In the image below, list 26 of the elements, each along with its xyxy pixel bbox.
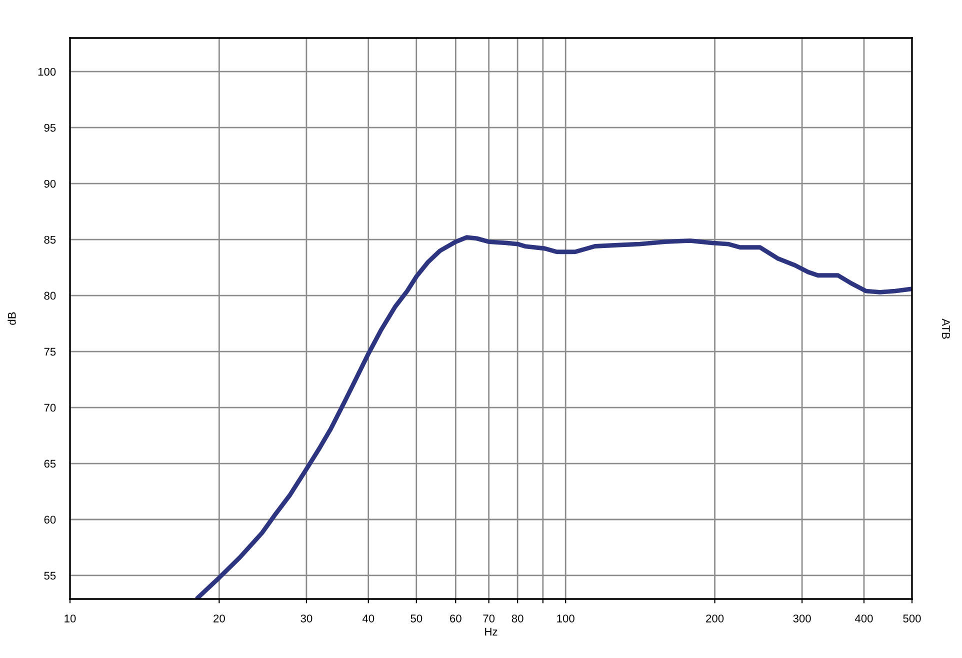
x-tick-label: 500 xyxy=(903,614,921,622)
x-tick-label: 60 xyxy=(450,614,462,622)
x-tick-label: 20 xyxy=(214,614,225,622)
y-tick-label: 85 xyxy=(44,236,56,244)
y-tick-label: 90 xyxy=(44,180,56,188)
x-tick-label: 200 xyxy=(706,614,724,622)
x-tick-label: 80 xyxy=(512,614,524,622)
x-tick-label: 10 xyxy=(64,614,76,622)
x-tick-label: 40 xyxy=(362,614,374,622)
x-axis-title: Hz xyxy=(485,628,498,636)
y-tick-label: 55 xyxy=(44,572,56,580)
x-tick-label: 400 xyxy=(854,614,873,622)
y-tick-label: 70 xyxy=(44,404,56,412)
y-axis-title: dB xyxy=(8,312,16,325)
y-tick-label: 100 xyxy=(38,68,56,76)
x-tick-label: 100 xyxy=(557,614,574,622)
y-tick-label: 95 xyxy=(44,124,56,132)
y-tick-label: 65 xyxy=(44,460,56,468)
x-tick-label: 300 xyxy=(793,614,811,622)
x-tick-label: 50 xyxy=(410,614,422,622)
y-tick-label: 60 xyxy=(44,516,56,524)
y-tick-label: 80 xyxy=(44,292,56,300)
x-tick-label: 30 xyxy=(300,614,312,622)
y2-axis-title: ATB xyxy=(942,318,950,339)
y-tick-label: 75 xyxy=(44,348,56,356)
x-tick-label: 70 xyxy=(483,614,495,622)
